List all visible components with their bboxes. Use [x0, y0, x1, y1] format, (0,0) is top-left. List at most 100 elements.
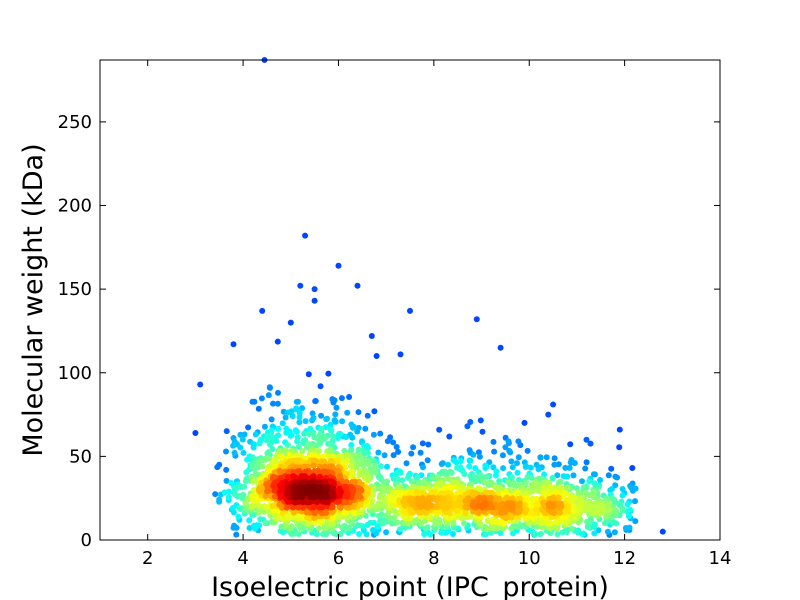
scatter-point [387, 497, 394, 504]
scatter-point [296, 419, 303, 426]
scatter-point [285, 409, 292, 416]
scatter-point [305, 371, 312, 378]
scatter-point [497, 530, 504, 537]
scatter-point [302, 232, 309, 239]
scatter-point [242, 499, 249, 506]
scatter-point [397, 526, 404, 533]
scatter-point [270, 457, 277, 464]
scatter-point [284, 442, 291, 449]
scatter-point [515, 476, 522, 483]
scatter-point [564, 509, 571, 516]
scatter-point [591, 521, 598, 528]
scatter-point [616, 426, 623, 433]
scatter-point [459, 484, 466, 491]
scatter-point [266, 508, 272, 515]
scatter-point [197, 381, 204, 388]
scatter-point [243, 469, 250, 476]
scatter-point [390, 475, 397, 482]
scatter-point [515, 489, 521, 496]
scatter-point [551, 461, 558, 468]
scatter-point [272, 493, 278, 500]
scatter-point [240, 449, 247, 456]
scatter-point [583, 436, 590, 443]
scatter-point [327, 520, 334, 527]
scatter-point [538, 520, 545, 526]
scatter-point [537, 454, 544, 461]
scatter-point [230, 504, 237, 511]
scatter-point [414, 489, 420, 495]
scatter-point [278, 453, 285, 460]
scatter-point [329, 525, 335, 532]
scatter-point [557, 478, 564, 485]
scatter-point [333, 404, 340, 411]
scatter-point [490, 438, 497, 445]
scatter-point [599, 507, 606, 514]
scatter-point [235, 513, 242, 520]
scatter-point [659, 528, 666, 535]
scatter-point [288, 530, 295, 537]
scatter-point [403, 460, 410, 467]
plot-frame [99, 59, 721, 541]
scatter-point [570, 504, 577, 511]
scatter-point [565, 504, 572, 511]
scatter-point [562, 464, 569, 471]
scatter-point [375, 523, 381, 530]
scatter-point [467, 419, 474, 425]
scatter-point [293, 398, 300, 405]
scatter-point [223, 477, 230, 484]
scatter-point [250, 478, 257, 485]
scatter-point [268, 416, 275, 423]
scatter-point [480, 531, 487, 538]
scatter-point [259, 463, 266, 470]
scatter-point [307, 515, 313, 522]
scatter-point [632, 498, 638, 505]
scatter-point [515, 454, 522, 461]
scatter-point [267, 384, 273, 391]
scatter-point [302, 418, 309, 425]
scatter-point [555, 461, 562, 468]
scatter-point [479, 503, 486, 510]
scatter-point [405, 520, 412, 527]
scatter-point [632, 485, 639, 492]
scatter-point [610, 519, 617, 525]
scatter-point [297, 282, 304, 289]
scatter-point [350, 423, 357, 430]
scatter-point [323, 416, 330, 423]
scatter-point [476, 519, 482, 526]
scatter-point [479, 428, 486, 435]
scatter-point [384, 438, 391, 445]
scatter-point [579, 478, 585, 485]
scatter-point [383, 529, 390, 536]
scatter-point [522, 514, 529, 521]
scatter-point [296, 410, 303, 416]
scatter-point [327, 426, 334, 433]
scatter-point [508, 525, 515, 532]
scatter-point [622, 525, 629, 531]
scatter-point [231, 449, 238, 456]
scatter-point [582, 465, 589, 472]
scatter-point [299, 515, 306, 522]
scatter-point [549, 474, 556, 481]
scatter-point [555, 494, 562, 501]
scatter-point [583, 459, 590, 466]
scatter-point [368, 333, 375, 339]
scatter-point [322, 468, 329, 475]
scatter-point [450, 531, 456, 537]
scatter-point [545, 411, 552, 418]
scatter-point [567, 441, 574, 448]
scatter-point [302, 437, 309, 443]
scatter-point [632, 518, 639, 525]
scatter-point [257, 487, 264, 494]
scatter-point [275, 432, 282, 439]
scatter-point [509, 464, 516, 471]
scatter-point [239, 436, 246, 443]
scatter-point [339, 418, 346, 425]
scatter-point [223, 466, 230, 473]
scatter-point [435, 474, 442, 481]
scatter-point [453, 484, 460, 491]
scatter-point [563, 529, 570, 536]
scatter-point [318, 425, 325, 432]
scatter-point [316, 487, 323, 494]
scatter-point [267, 437, 274, 444]
scatter-point [505, 440, 512, 447]
